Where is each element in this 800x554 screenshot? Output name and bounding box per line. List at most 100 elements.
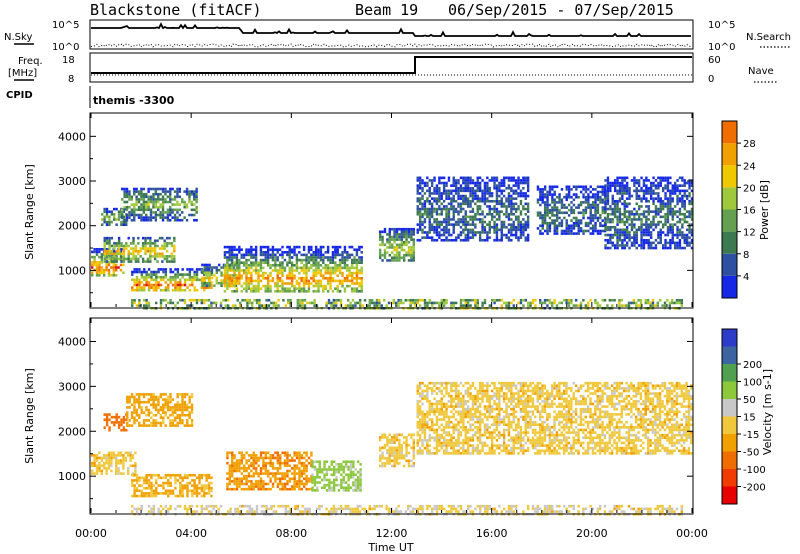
power-cell bbox=[640, 205, 643, 208]
power-cell bbox=[127, 257, 130, 261]
power-cell bbox=[267, 298, 271, 302]
power-cell bbox=[336, 274, 339, 277]
velocity-cell bbox=[283, 477, 287, 481]
velocity-cell bbox=[178, 403, 182, 407]
power-cell bbox=[152, 195, 155, 199]
power-cell bbox=[657, 197, 660, 200]
power-cell bbox=[654, 212, 658, 216]
power-cell bbox=[635, 179, 638, 182]
power-cell bbox=[546, 304, 549, 307]
power-cell bbox=[534, 304, 537, 307]
power-cell bbox=[635, 186, 638, 190]
velocity-cell bbox=[188, 413, 191, 417]
power-cell bbox=[108, 249, 111, 253]
power-cell bbox=[307, 258, 311, 262]
power-cell bbox=[250, 263, 253, 267]
power-cell bbox=[265, 298, 268, 302]
velocity-cell bbox=[262, 456, 265, 460]
power-cell bbox=[138, 268, 141, 271]
power-data bbox=[91, 176, 694, 310]
power-cell bbox=[317, 279, 320, 283]
power-cell bbox=[435, 199, 439, 203]
power-cell bbox=[257, 269, 260, 272]
power-cell bbox=[476, 184, 479, 187]
power-cell bbox=[215, 301, 218, 305]
velocity-cell bbox=[117, 421, 121, 424]
power-cell bbox=[666, 205, 670, 208]
power-cell bbox=[159, 216, 162, 219]
power-cell bbox=[657, 194, 660, 198]
velocity-cell bbox=[122, 418, 126, 422]
power-cell bbox=[623, 207, 626, 211]
velocity-cell bbox=[145, 408, 148, 412]
velocity-cell bbox=[276, 477, 280, 481]
velocity-cell bbox=[291, 459, 294, 462]
power-cell bbox=[678, 241, 682, 245]
velocity-cell bbox=[135, 413, 139, 417]
power-cell bbox=[133, 211, 136, 214]
power-cell bbox=[305, 289, 308, 293]
power-cell bbox=[185, 192, 189, 196]
power-cell bbox=[514, 233, 518, 237]
velocity-cell bbox=[140, 400, 143, 404]
power-cell bbox=[161, 252, 164, 256]
velocity-cell bbox=[159, 421, 163, 425]
power-cell bbox=[469, 199, 472, 203]
power-cell bbox=[604, 225, 607, 229]
power-cell bbox=[529, 304, 532, 307]
velocity-cell bbox=[145, 400, 148, 404]
power-cell bbox=[276, 271, 279, 275]
power-cell bbox=[604, 223, 607, 226]
power-cell bbox=[208, 266, 211, 269]
velocity-cell bbox=[293, 482, 296, 486]
power-cell bbox=[478, 176, 482, 180]
power-cell bbox=[555, 304, 559, 307]
power-cell bbox=[438, 301, 441, 305]
power-cell bbox=[132, 236, 135, 240]
power-cell bbox=[412, 259, 415, 262]
power-cell bbox=[398, 233, 401, 236]
power-cell bbox=[673, 210, 677, 213]
power-cell bbox=[543, 301, 547, 305]
power-cell bbox=[486, 189, 489, 193]
velocity-cell bbox=[210, 476, 213, 480]
velocity-cell bbox=[140, 484, 144, 487]
velocity-cell bbox=[178, 419, 182, 422]
power-cell bbox=[135, 203, 138, 206]
power-cell bbox=[341, 274, 344, 277]
power-cell bbox=[591, 224, 595, 228]
power-cell bbox=[181, 218, 184, 222]
power-cell bbox=[360, 245, 363, 249]
power-cell bbox=[558, 208, 561, 212]
power-cell bbox=[659, 238, 662, 242]
power-cell bbox=[469, 186, 472, 190]
velocity-cell bbox=[298, 482, 301, 486]
velocity-cell bbox=[164, 398, 167, 401]
power-cell bbox=[652, 189, 655, 193]
power-cell bbox=[685, 244, 689, 247]
power-cell bbox=[319, 279, 323, 283]
velocity-cell bbox=[298, 474, 301, 478]
velocity-cell bbox=[238, 459, 241, 462]
power-cell bbox=[220, 266, 223, 269]
power-cell bbox=[565, 198, 568, 202]
velocity-cell bbox=[274, 480, 277, 483]
power-cell bbox=[514, 184, 518, 187]
power-cell bbox=[132, 242, 135, 245]
power-cell bbox=[243, 298, 247, 302]
power-cell bbox=[690, 231, 694, 234]
power-cell bbox=[652, 220, 655, 224]
power-cell bbox=[103, 220, 106, 224]
power-cell bbox=[596, 216, 600, 220]
power-cell bbox=[459, 205, 463, 208]
power-cell bbox=[153, 239, 157, 243]
velocity-cell bbox=[174, 479, 177, 482]
power-cell bbox=[445, 223, 448, 226]
power-cell bbox=[426, 207, 429, 211]
power-cell bbox=[226, 284, 229, 288]
power-cell bbox=[637, 181, 641, 185]
power-cell bbox=[149, 239, 152, 243]
power-cell bbox=[131, 288, 134, 292]
velocity-cell bbox=[164, 393, 167, 396]
velocity-cell bbox=[169, 489, 172, 493]
